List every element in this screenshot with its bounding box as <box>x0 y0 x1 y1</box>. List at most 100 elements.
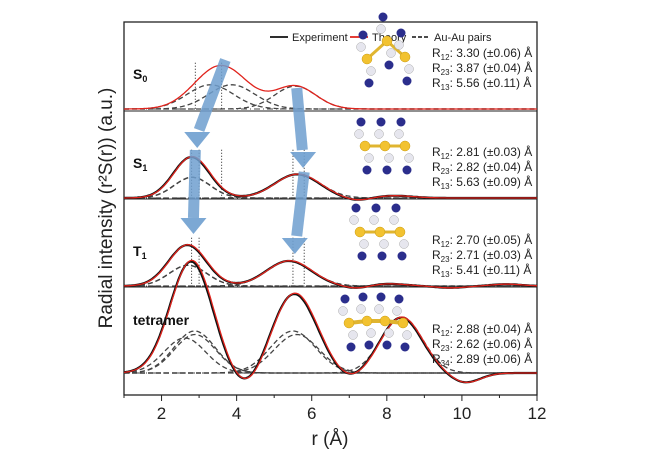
n-atom <box>364 78 374 88</box>
c-atom <box>366 328 376 338</box>
legend-label: Au-Au pairs <box>434 32 492 44</box>
transition-arrow-s1-t1 <box>187 149 201 219</box>
n-atom <box>382 340 392 350</box>
au-atom <box>397 317 409 329</box>
distance-readout: R34: 2.89 (±0.06) Å <box>432 351 532 368</box>
au-au-pair-curve <box>123 330 537 374</box>
distance-readout: R23: 2.62 (±0.06) Å <box>432 336 532 353</box>
n-atom <box>400 342 410 352</box>
c-atom <box>402 330 412 340</box>
n-atom <box>384 60 394 70</box>
c-atom <box>366 66 376 76</box>
c-atom <box>349 215 359 225</box>
c-atom <box>374 129 384 139</box>
c-atom <box>404 64 414 74</box>
n-atom <box>346 342 356 352</box>
x-tick-label: 8 <box>382 404 391 423</box>
x-axis-label: r (Å) <box>312 429 349 450</box>
n-atom <box>340 294 350 304</box>
au-atom <box>379 140 391 152</box>
plot-area: 24681012ExperimentTheoryAu-Au pairsS0R12… <box>123 12 547 423</box>
distance-readout: R12: 2.81 (±0.03) Å <box>432 144 532 161</box>
c-atom <box>384 153 394 163</box>
arrowhead <box>180 218 207 234</box>
n-atom <box>396 117 406 127</box>
distance-readout: R12: 2.70 (±0.05) Å <box>432 232 532 249</box>
n-atom <box>378 12 388 22</box>
n-atom <box>382 165 392 175</box>
n-atom <box>376 117 386 127</box>
au-atom <box>374 226 386 238</box>
n-atom <box>362 165 372 175</box>
x-tick-label: 4 <box>232 404 241 423</box>
n-atom <box>402 76 412 86</box>
n-atom <box>357 251 367 261</box>
x-tick-label: 6 <box>307 404 316 423</box>
n-atom <box>358 30 368 40</box>
x-tick-label: 12 <box>528 404 547 423</box>
distance-readout: R13: 5.56 (±0.11) Å <box>432 75 531 92</box>
au-atom <box>359 140 371 152</box>
theory-curve <box>123 243 538 289</box>
c-atom <box>389 215 399 225</box>
molecule-structure-image <box>354 117 414 175</box>
legend-label: Experiment <box>292 32 348 44</box>
arrowhead <box>184 132 211 148</box>
c-atom <box>386 48 396 58</box>
c-atom <box>404 153 414 163</box>
c-atom <box>374 304 384 314</box>
c-atom <box>379 239 389 249</box>
n-atom <box>364 340 374 350</box>
transition-arrow-s0-s1 <box>193 58 231 132</box>
transition-arrow-s0-s1-second <box>291 87 308 151</box>
au-atom <box>399 51 411 63</box>
panel-label: tetramer <box>133 312 190 328</box>
au-atom <box>361 315 373 327</box>
n-atom <box>356 117 366 127</box>
c-atom <box>392 306 402 316</box>
theory-curve <box>124 64 537 110</box>
distance-readout: R12: 3.30 (±0.06) Å <box>432 45 532 62</box>
c-atom <box>384 328 394 338</box>
panel-label: T1 <box>133 243 147 261</box>
n-atom <box>351 203 361 213</box>
molecule-structure-image <box>349 203 409 261</box>
distance-readout: R12: 2.88 (±0.04) Å <box>432 321 532 338</box>
au-au-pair-curve <box>123 337 537 374</box>
distance-readout: R23: 2.82 (±0.04) Å <box>432 159 532 176</box>
c-atom <box>394 129 404 139</box>
panel-label: S0 <box>133 66 147 84</box>
c-atom <box>359 239 369 249</box>
c-atom <box>364 153 374 163</box>
theory-curve <box>123 259 537 384</box>
arrowhead <box>281 238 308 254</box>
au-atom <box>394 226 406 238</box>
x-tick-label: 2 <box>157 404 166 423</box>
transition-arrow-s1-t1-second <box>291 171 310 237</box>
plot-frame <box>123 21 538 396</box>
distance-readout: R23: 3.87 (±0.04) Å <box>432 60 532 77</box>
c-atom <box>348 330 358 340</box>
au-atom <box>361 53 373 65</box>
n-atom <box>396 28 406 38</box>
n-atom <box>397 251 407 261</box>
au-atom <box>379 315 391 327</box>
distance-readout: R13: 5.63 (±0.09) Å <box>432 174 532 191</box>
arrowhead <box>290 152 317 168</box>
c-atom <box>338 306 348 316</box>
y-axis-label: Radial intensity (r²S(r)) (a.u.) <box>96 88 117 329</box>
au-atom <box>343 317 355 329</box>
au-atom <box>354 226 366 238</box>
n-atom <box>376 292 386 302</box>
c-atom <box>399 239 409 249</box>
distance-readout: R23: 2.71 (±0.03) Å <box>432 247 532 264</box>
au-atom <box>381 35 393 47</box>
distance-readout: R13: 5.41 (±0.11) Å <box>432 262 531 279</box>
c-atom <box>394 40 404 50</box>
au-atom <box>399 140 411 152</box>
n-atom <box>391 203 401 213</box>
c-atom <box>376 24 386 34</box>
au-au-pair-curve <box>124 316 537 374</box>
molecule-structure-image <box>338 292 412 352</box>
